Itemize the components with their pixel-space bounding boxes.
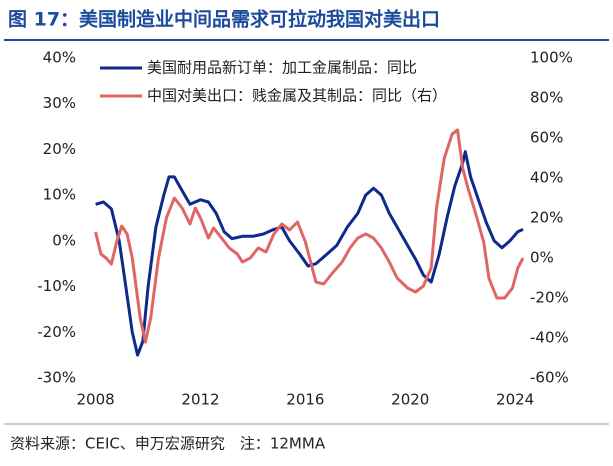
y2-tick-label: 60% — [530, 129, 563, 147]
y2-tick-label: 0% — [530, 249, 554, 267]
y-tick-label: -20% — [37, 323, 76, 341]
x-tick-label: 2016 — [286, 391, 324, 409]
y2-tick-label: -60% — [530, 369, 569, 387]
y-tick-label: 20% — [43, 140, 76, 158]
y2-tick-label: -20% — [530, 289, 569, 307]
y-tick-label: 10% — [43, 186, 76, 204]
y-tick-label: 40% — [43, 49, 76, 67]
legend-label: 中国对美出口：贱金属及其制品：同比（右） — [147, 87, 447, 105]
y2-tick-label: 100% — [530, 49, 573, 67]
y2-tick-label: 80% — [530, 89, 563, 107]
y2-tick-label: -40% — [530, 329, 569, 347]
y-tick-label: -30% — [37, 369, 76, 387]
y-tick-label: 0% — [52, 231, 76, 249]
series-line — [94, 128, 525, 344]
x-tick-label: 2020 — [391, 391, 429, 409]
y-tick-label: -10% — [37, 277, 76, 295]
source-note: 资料来源：CEIC、申万宏源研究 注：12MMA — [10, 435, 326, 453]
y2-tick-label: 20% — [530, 209, 563, 227]
y-tick-label: 30% — [43, 94, 76, 112]
chart-title: 图 17：美国制造业中间品需求可拉动我国对美出口 — [8, 8, 440, 31]
x-tick-label: 2012 — [181, 391, 219, 409]
y2-tick-label: 40% — [530, 169, 563, 187]
x-tick-label: 2008 — [77, 391, 115, 409]
x-tick-label: 2024 — [496, 391, 534, 409]
legend-label: 美国耐用品新订单：加工金属制品：同比 — [147, 59, 417, 77]
